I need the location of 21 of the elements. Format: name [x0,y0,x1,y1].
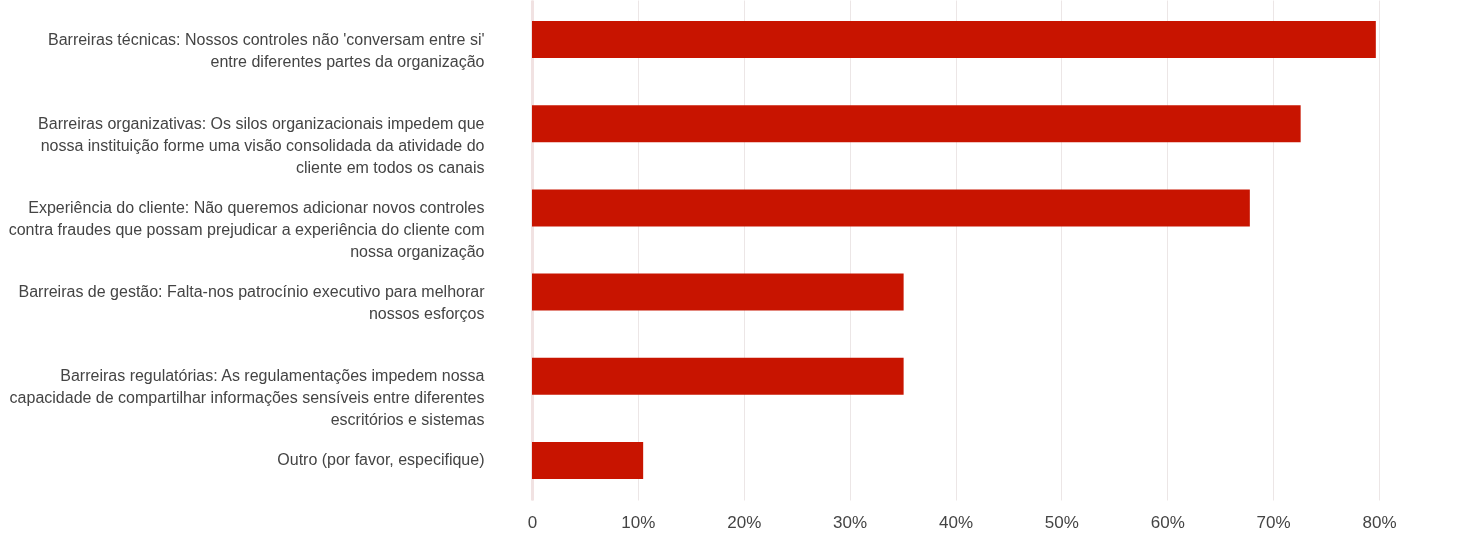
x-tick-label: 20% [727,512,762,532]
bar [532,105,1301,143]
x-tick-label: 50% [1044,512,1079,532]
x-tick-label: 0 [527,512,538,532]
bar [532,21,1376,59]
x-tick-label: 60% [1150,512,1185,532]
x-tick-label: 10% [621,512,656,532]
y-tick-label: Barreiras de gestão: Falta-nos patrocínio executivo para melhorar nossos esforços [18,283,486,323]
y-tick-label: Barreiras técnicas: Nossos controles não 'conversam entre si' entre diferentes partes da organização [47,30,485,70]
x-tick-label: 70% [1256,512,1291,532]
y-tick-label: Barreiras organizativas: Os silos organizacionais impedem que nossa instituição forme uma visão consolidada da atividade do cliente em todos os canais [38,114,485,176]
x-tick-label: 80% [1362,512,1397,532]
bar [532,441,644,479]
bar [532,357,904,395]
x-tick-label: 30% [833,512,868,532]
x-tick-label: 40% [938,512,974,532]
bar [532,189,1250,227]
y-tick-label: Outro (por favor, especifique) [277,451,485,469]
y-tick-label: Experiência do cliente: Não queremos adicionar novos controles contra fraudes que possam prejudicar a experiência do cliente com nossa organização [8,198,485,260]
bar [532,273,904,311]
y-tick-label: Barreiras regulatórias: As regulamentações impedem nossa capacidade de compartilhar informações sensíveis entre diferentes escritórios e sistemas [9,367,485,429]
